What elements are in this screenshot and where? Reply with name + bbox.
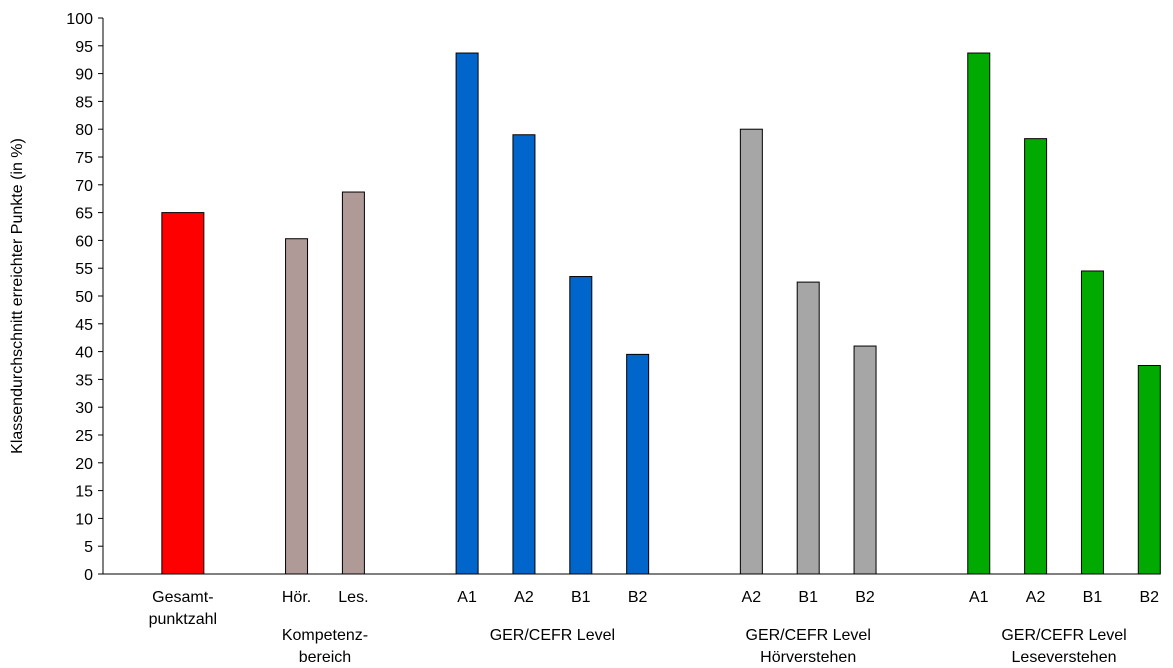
bar (455, 52, 479, 575)
y-tick-label: 80 (75, 122, 93, 139)
group-label: bereich (299, 649, 351, 666)
bar (285, 238, 309, 575)
group-labels: Gesamt-punktzahl Kompetenz-bereich GER/CEF… (149, 589, 1127, 666)
bar (853, 345, 877, 575)
y-tick-label: 85 (75, 94, 93, 111)
y-tick-label: 90 (75, 67, 93, 84)
bar (341, 191, 365, 575)
group-label: GER/CEFR Level (1001, 627, 1126, 644)
y-axis-ticks: 0 5 10 15 20 25 30 35 40 45 50 55 60 65 70 75 80 85 90 95 10… (66, 11, 103, 584)
y-tick-label: 20 (75, 456, 93, 473)
bar (161, 212, 205, 575)
group-label: punktzahl (149, 611, 218, 628)
y-tick-label: 70 (75, 178, 93, 195)
category-label: A2 (742, 589, 762, 606)
bar (569, 276, 593, 575)
bar (1080, 270, 1104, 575)
y-tick-label: 95 (75, 39, 93, 56)
y-tick-label: 10 (75, 511, 93, 528)
category-label: Hör. (282, 589, 311, 606)
category-label: B1 (571, 589, 591, 606)
y-tick-label: 30 (75, 400, 93, 417)
y-tick-label: 65 (75, 206, 93, 223)
category-label: Les. (338, 589, 368, 606)
y-tick-label: 60 (75, 233, 93, 250)
bar (512, 134, 536, 575)
group-label: GER/CEFR Level (490, 627, 615, 644)
y-tick-label: 5 (84, 539, 93, 556)
y-tick-label: 100 (66, 11, 93, 28)
y-tick-label: 45 (75, 317, 93, 334)
category-label: B2 (628, 589, 648, 606)
group-label: GER/CEFR Level (746, 627, 871, 644)
bar (626, 353, 650, 575)
bar (739, 128, 763, 575)
y-tick-label: 0 (84, 567, 93, 584)
category-label: A2 (514, 589, 534, 606)
y-tick-label: 15 (75, 484, 93, 501)
y-tick-label: 55 (75, 261, 93, 278)
y-tick-label: 35 (75, 372, 93, 389)
category-labels: Hör. Les. A1 A2 B1 B2 A2 B1 B2 A1 A2 B1 B2 (282, 589, 1159, 606)
y-tick-label: 50 (75, 289, 93, 306)
category-label: B2 (855, 589, 875, 606)
group-label: Gesamt- (152, 589, 213, 606)
category-label: B2 (1140, 589, 1160, 606)
y-tick-label: 75 (75, 150, 93, 167)
group-label: Kompetenz- (282, 627, 368, 644)
category-label: A2 (1026, 589, 1046, 606)
y-tick-label: 25 (75, 428, 93, 445)
category-label: B1 (798, 589, 818, 606)
category-label: A1 (969, 589, 989, 606)
group-label: Leseverstehen (1012, 649, 1117, 666)
bars (161, 52, 1161, 575)
category-label: A1 (457, 589, 477, 606)
group-label: Hörverstehen (760, 649, 856, 666)
bar (1024, 138, 1048, 575)
bar (967, 52, 991, 575)
y-axis-label: Klassendurchschnitt erreichter Punkte (i… (9, 138, 26, 454)
bar (796, 281, 820, 575)
bar (1137, 365, 1161, 575)
category-label: B1 (1083, 589, 1103, 606)
y-tick-label: 40 (75, 345, 93, 362)
